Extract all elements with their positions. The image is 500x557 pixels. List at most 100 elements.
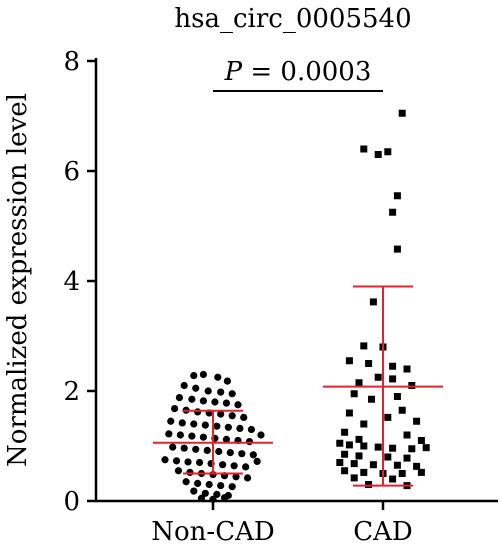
data-point: [172, 457, 181, 465]
data-point: [393, 245, 401, 253]
data-point: [341, 428, 349, 436]
data-point: [417, 468, 425, 476]
data-point: [360, 145, 368, 153]
data-point: [350, 390, 358, 398]
chart-title: hsa_circ_0005540: [174, 4, 411, 34]
data-point: [188, 395, 196, 403]
data-point: [204, 387, 212, 395]
data-point: [242, 463, 250, 471]
data-point: [393, 192, 401, 200]
data-point: [215, 447, 223, 456]
significance-annotation: P = 0.0003: [213, 57, 383, 92]
data-point: [194, 408, 202, 416]
data-point: [360, 468, 368, 476]
data-point: [365, 481, 373, 488]
data-point: [238, 450, 246, 458]
y-tick-label: 2: [63, 377, 80, 407]
data-point: [171, 405, 179, 413]
data-point: [178, 419, 186, 427]
data-point: [184, 458, 192, 466]
data-point: [188, 432, 196, 440]
data-point: [205, 480, 213, 489]
x-ticks: Non-CAD CAD: [151, 501, 413, 547]
data-point: [253, 457, 261, 465]
data-point: [199, 370, 207, 379]
x-category-label: Non-CAD: [151, 517, 274, 547]
data-point: [213, 422, 221, 430]
data-point: [389, 362, 397, 370]
data-point: [209, 495, 217, 503]
data-point: [369, 461, 377, 469]
data-point: [341, 450, 349, 458]
p-value-label: P = 0.0003: [224, 57, 372, 87]
data-point: [389, 475, 397, 483]
data-point: [222, 399, 231, 407]
data-point: [374, 443, 382, 451]
data-point: [417, 437, 425, 444]
error-bars: [153, 285, 443, 487]
data-point: [384, 148, 392, 156]
y-tick-label: 0: [63, 487, 80, 517]
data-point: [345, 441, 353, 449]
data-point: [192, 445, 200, 453]
data-point: [220, 494, 229, 502]
data-point: [217, 482, 225, 490]
axes: [94, 58, 498, 503]
data-point: [224, 423, 232, 431]
p-value-symbol: P: [224, 57, 243, 87]
data-point: [350, 460, 358, 468]
data-point: [393, 393, 401, 400]
data-point: [389, 444, 397, 452]
data-point: [240, 413, 248, 421]
y-tick-label: 4: [63, 267, 80, 297]
data-point: [165, 430, 173, 438]
data-point: [197, 494, 206, 502]
data-point: [195, 458, 204, 467]
data-point: [355, 379, 363, 387]
data-point: [365, 360, 373, 367]
data-point: [222, 435, 231, 443]
data-point: [199, 433, 207, 441]
data-point: [355, 435, 363, 443]
data-point: [199, 397, 207, 405]
data-point: [217, 388, 225, 396]
data-point: [223, 377, 231, 385]
data-point: [389, 375, 397, 383]
data-point: [398, 406, 406, 414]
data-point: [228, 390, 236, 398]
data-point: [403, 454, 411, 462]
data-point: [201, 421, 209, 429]
data-point: [194, 479, 202, 487]
data-point: [355, 452, 363, 460]
data-point: [192, 384, 200, 392]
data-point: [360, 420, 368, 428]
data-point: [180, 381, 188, 390]
data-point: [203, 446, 211, 454]
data-point: [180, 444, 188, 452]
data-point: [374, 151, 382, 158]
data-point: [213, 490, 221, 498]
data-point: [360, 342, 368, 350]
data-point: [176, 431, 184, 439]
data-point: [182, 478, 190, 486]
data-point: [174, 467, 183, 475]
data-point: [398, 109, 406, 117]
data-point: [226, 449, 234, 457]
data-point: [413, 462, 421, 470]
data-point: [186, 468, 194, 476]
data-point: [336, 439, 344, 447]
data-point: [230, 462, 238, 470]
data-point: [403, 431, 411, 439]
data-point: [345, 409, 353, 417]
data-point: [234, 401, 242, 409]
y-tick-label: 6: [63, 157, 80, 187]
data-point: [175, 394, 183, 402]
data-point: [247, 425, 255, 434]
data-point: [389, 208, 397, 216]
y-tick-label: 8: [63, 47, 80, 77]
data-point: [169, 443, 177, 451]
data-point: [190, 487, 198, 495]
data-point: [190, 420, 198, 428]
data-point: [367, 395, 375, 403]
